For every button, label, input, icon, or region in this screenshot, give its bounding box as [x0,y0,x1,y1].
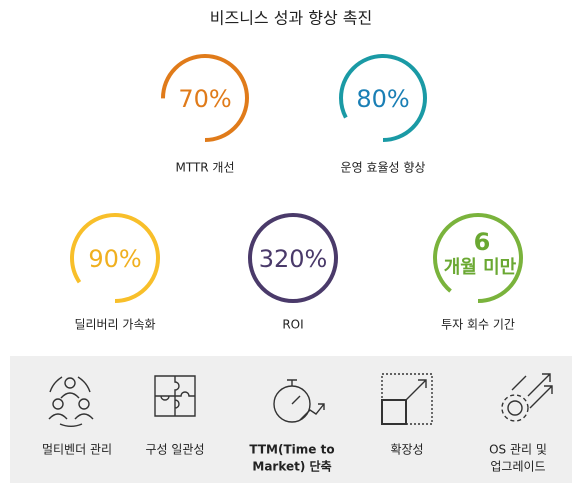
metric-value: 6 [474,228,491,256]
metric-value: 80% [356,85,409,113]
feature-label: 구성 일관성 [145,443,204,457]
metric-label: 딜리버리 가속화 [74,318,155,332]
metric-label: 투자 회수 기간 [441,318,515,332]
feature-label: 멀티벤더 관리 [42,443,112,457]
feature-label: TTM(Time to [249,443,334,457]
feature-label: OS 관리 및 [489,443,547,457]
metric-value: 70% [178,85,231,113]
metric-unit: 개월 미만 [444,257,517,278]
icon-stopwatch [273,379,325,423]
ring [433,213,523,303]
metric-label: MTTR 개선 [175,161,234,175]
icon-puzzle [154,375,196,417]
feature-label: 업그레이드 [490,460,545,474]
icon-scale [381,373,433,425]
ring [248,213,338,303]
title: 비즈니스 성과 향상 촉진 [210,9,372,28]
metric-label: ROI [282,318,303,332]
ring [70,213,160,303]
metric-value: 90% [88,245,141,273]
feature-panel [10,356,572,483]
icon-multivendor [48,376,94,427]
feature-label: Market) 단축 [252,459,331,474]
metric-label: 운영 효율성 향상 [341,161,426,175]
rings [70,54,523,303]
feature-label: 확장성 [390,443,423,457]
icon-gear [501,373,553,422]
metric-value: 320% [259,245,328,273]
ring [339,54,427,142]
ring [161,54,249,142]
